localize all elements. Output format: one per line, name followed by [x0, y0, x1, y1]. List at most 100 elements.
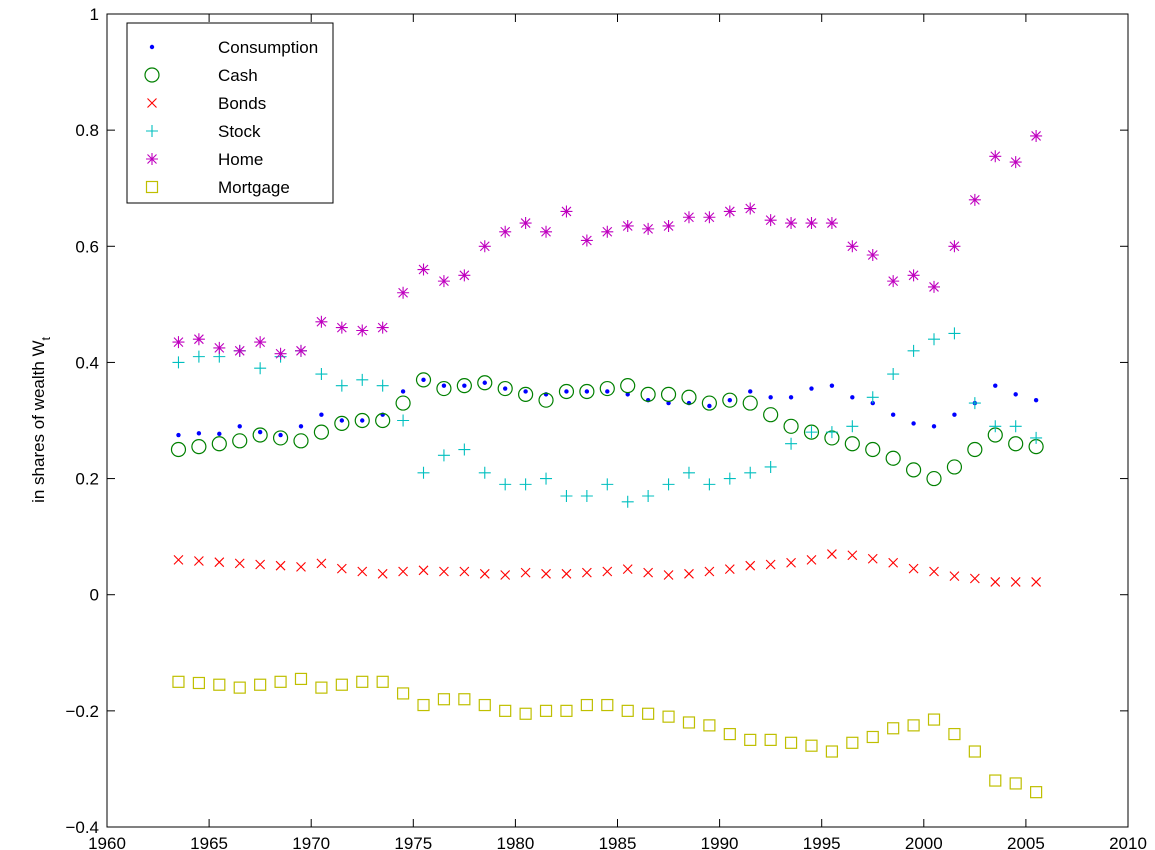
- point: [1030, 786, 1043, 799]
- point: [192, 333, 205, 346]
- point: [829, 383, 835, 388]
- point: [948, 240, 961, 253]
- point: [315, 368, 328, 381]
- point: [847, 550, 858, 561]
- point: [744, 202, 757, 215]
- point: [783, 418, 799, 434]
- point: [1033, 397, 1039, 403]
- point: [601, 478, 614, 491]
- point: [825, 745, 839, 758]
- point: [356, 675, 369, 688]
- point: [500, 570, 511, 580]
- point: [298, 424, 304, 429]
- point: [233, 681, 246, 694]
- point: [458, 269, 471, 282]
- point: [745, 560, 756, 571]
- point: [519, 217, 532, 230]
- point: [192, 350, 205, 363]
- point: [784, 736, 798, 749]
- point: [744, 733, 757, 746]
- point: [946, 459, 963, 475]
- point: [846, 240, 859, 253]
- point: [1008, 436, 1024, 452]
- point: [523, 389, 528, 394]
- point: [682, 211, 695, 224]
- series-3: [172, 327, 1043, 508]
- point: [785, 217, 798, 230]
- point: [478, 466, 491, 479]
- legend-label: Cash: [218, 66, 258, 85]
- point: [213, 341, 226, 354]
- point: [395, 395, 411, 411]
- point: [844, 436, 860, 452]
- point: [928, 280, 941, 293]
- point: [803, 424, 820, 440]
- point: [272, 430, 289, 446]
- point: [255, 559, 266, 570]
- legend-marker: [149, 44, 155, 50]
- point: [477, 375, 493, 391]
- point: [436, 380, 452, 397]
- point: [928, 333, 941, 346]
- x-tick-label: 1970: [292, 834, 330, 850]
- point: [441, 383, 447, 388]
- legend-marker: [145, 180, 159, 194]
- point: [541, 568, 551, 579]
- point: [907, 719, 920, 732]
- point: [662, 478, 675, 491]
- y-tick-label: 1: [90, 5, 99, 24]
- point: [234, 558, 245, 569]
- point: [926, 470, 942, 487]
- point: [354, 412, 370, 429]
- point: [196, 431, 202, 436]
- point: [599, 380, 615, 397]
- point: [890, 412, 896, 417]
- y-axis-label-sub: t: [39, 336, 53, 340]
- legend-marker: [147, 98, 157, 108]
- point: [257, 429, 263, 435]
- point: [211, 436, 227, 452]
- point: [540, 472, 553, 485]
- point: [479, 568, 490, 579]
- series-5: [172, 672, 1043, 799]
- point: [1013, 392, 1018, 397]
- point: [396, 687, 410, 700]
- point: [217, 431, 222, 437]
- point: [335, 678, 348, 691]
- legend: [126, 22, 334, 204]
- point: [581, 567, 592, 578]
- point: [744, 466, 757, 479]
- point: [580, 698, 593, 712]
- point: [989, 774, 1002, 787]
- point: [621, 219, 634, 232]
- point: [681, 389, 697, 405]
- point: [213, 678, 226, 691]
- point: [335, 321, 348, 334]
- point: [319, 412, 324, 417]
- point: [907, 269, 920, 282]
- point: [456, 378, 472, 394]
- point: [888, 557, 899, 568]
- point: [620, 378, 636, 394]
- point: [809, 386, 814, 391]
- point: [1030, 129, 1043, 142]
- point: [887, 722, 900, 735]
- point: [887, 368, 900, 381]
- point: [313, 424, 330, 440]
- point: [560, 489, 573, 502]
- point: [805, 739, 818, 752]
- point: [949, 571, 960, 582]
- point: [846, 736, 859, 749]
- point: [1010, 577, 1021, 587]
- point: [952, 412, 957, 417]
- point: [865, 441, 881, 458]
- point: [315, 315, 328, 328]
- point: [377, 568, 388, 579]
- point: [376, 675, 389, 688]
- x-tick-label: 2010: [1109, 834, 1147, 850]
- point: [866, 391, 879, 404]
- point: [722, 392, 738, 408]
- point: [748, 389, 753, 394]
- point: [252, 427, 268, 443]
- point: [948, 327, 961, 340]
